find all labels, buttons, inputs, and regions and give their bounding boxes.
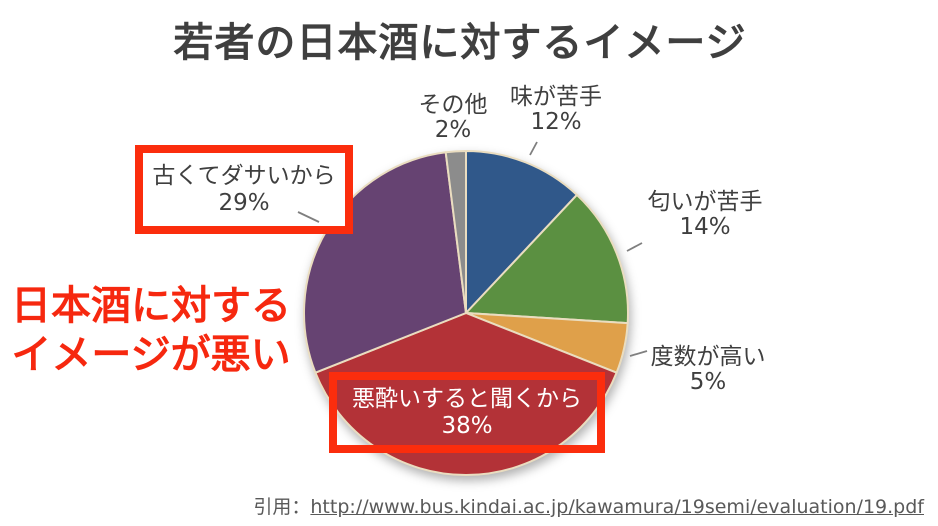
label-taste: 味が苦手 12% — [510, 85, 602, 135]
label-other-pct: 2% — [434, 117, 472, 143]
chart-title: 若者の日本酒に対するイメージ — [173, 20, 747, 66]
citation-prefix: 引用： — [253, 496, 311, 518]
leader-line-0 — [529, 141, 538, 156]
citation: 引用：http://www.bus.kindai.ac.jp/kawamura/… — [253, 492, 924, 519]
label-alcohol-name: 度数が高い — [650, 344, 766, 370]
annotation-line1: 日本酒に対する — [11, 283, 291, 329]
label-smell-name: 匂いが苦手 — [647, 189, 763, 215]
label-alcohol: 度数が高い 5% — [651, 345, 766, 395]
annotation-line2: イメージが悪い — [11, 332, 291, 378]
highlight-box-oldfashioned: 古くてダサいから 29% — [135, 145, 353, 234]
pie-slice-1 — [465, 193, 629, 325]
label-smell: 匂いが苦手 14% — [648, 190, 763, 240]
annotation-text: 日本酒に対する イメージが悪い — [0, 282, 302, 380]
pie-slice-5 — [444, 150, 467, 314]
label-oldfashioned-name: 古くてダサいから — [152, 162, 336, 189]
pie-slice-0 — [465, 150, 578, 314]
pie-slice-2 — [465, 312, 629, 374]
label-taste-name: 味が苦手 — [510, 84, 602, 110]
label-other-name: その他 — [418, 92, 488, 118]
label-oldfashioned-pct: 29% — [218, 189, 270, 216]
citation-link[interactable]: http://www.bus.kindai.ac.jp/kawamura/19s… — [310, 496, 924, 518]
leader-line-1 — [626, 242, 643, 252]
label-hangover-name: 悪酔いすると聞くから — [352, 385, 582, 412]
label-other: その他 2% — [419, 93, 488, 143]
label-taste-pct: 12% — [530, 109, 582, 135]
label-alcohol-pct: 5% — [689, 369, 727, 395]
label-smell-pct: 14% — [679, 214, 731, 240]
leader-line-2 — [629, 350, 648, 357]
label-hangover-pct: 38% — [441, 412, 493, 439]
highlight-box-hangover: 悪酔いすると聞くから 38% — [329, 372, 605, 453]
